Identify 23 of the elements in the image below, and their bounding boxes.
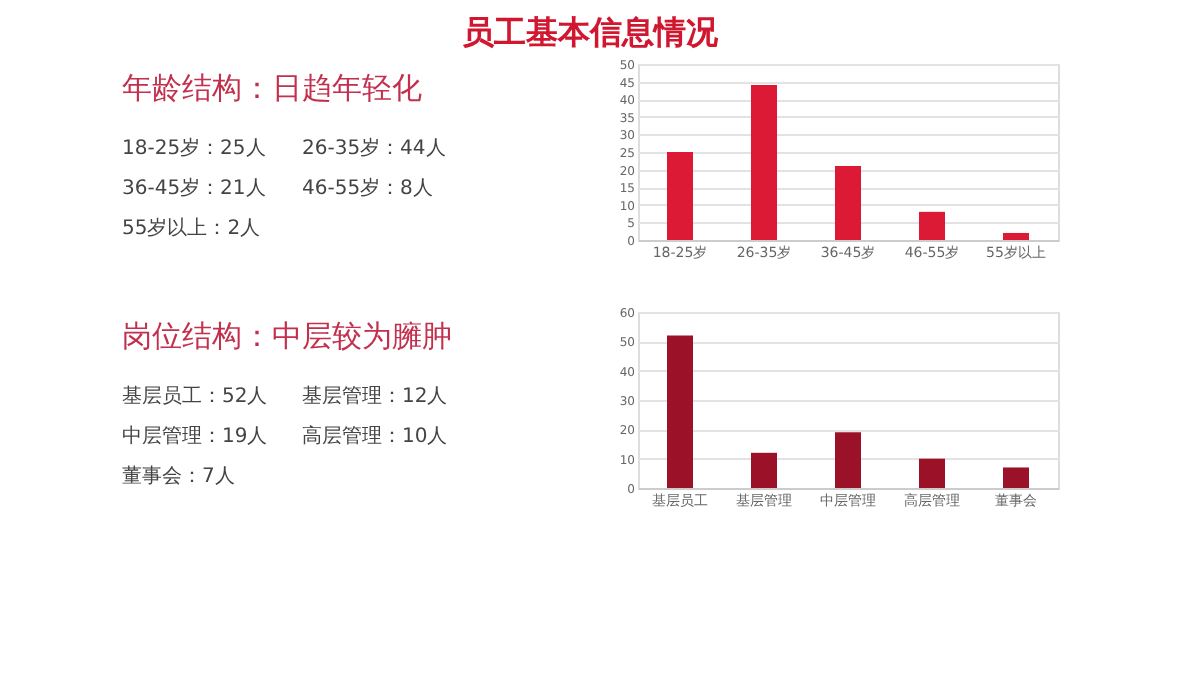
bar — [751, 85, 777, 240]
text: 高层管理：10人 — [302, 424, 448, 448]
text: 岗位结构：中层较为臃肿 — [122, 318, 452, 354]
text: 中层管理：19人 — [122, 424, 268, 448]
text: 基层员工：52人 — [122, 384, 268, 408]
bar — [751, 452, 777, 488]
chart-title: 员工基本信息情况 — [462, 13, 720, 51]
text: 26-35岁：44人 — [302, 136, 446, 160]
bar — [919, 211, 945, 240]
text: 36-45岁：21人 — [122, 176, 266, 200]
text: 55岁以上：2人 — [122, 216, 261, 240]
bar — [1003, 232, 1029, 240]
bar — [667, 335, 693, 488]
text: 基层管理：12人 — [302, 384, 448, 408]
bar — [835, 432, 861, 488]
bar — [919, 458, 945, 488]
text: 年龄结构：日趋年轻化 — [122, 70, 422, 106]
text: 董事会：7人 — [122, 464, 235, 488]
text: 46-55岁：8人 — [302, 176, 433, 200]
bar — [667, 152, 693, 240]
text: 18-25岁：25人 — [122, 136, 266, 160]
bar — [1003, 467, 1029, 488]
bar — [835, 166, 861, 240]
